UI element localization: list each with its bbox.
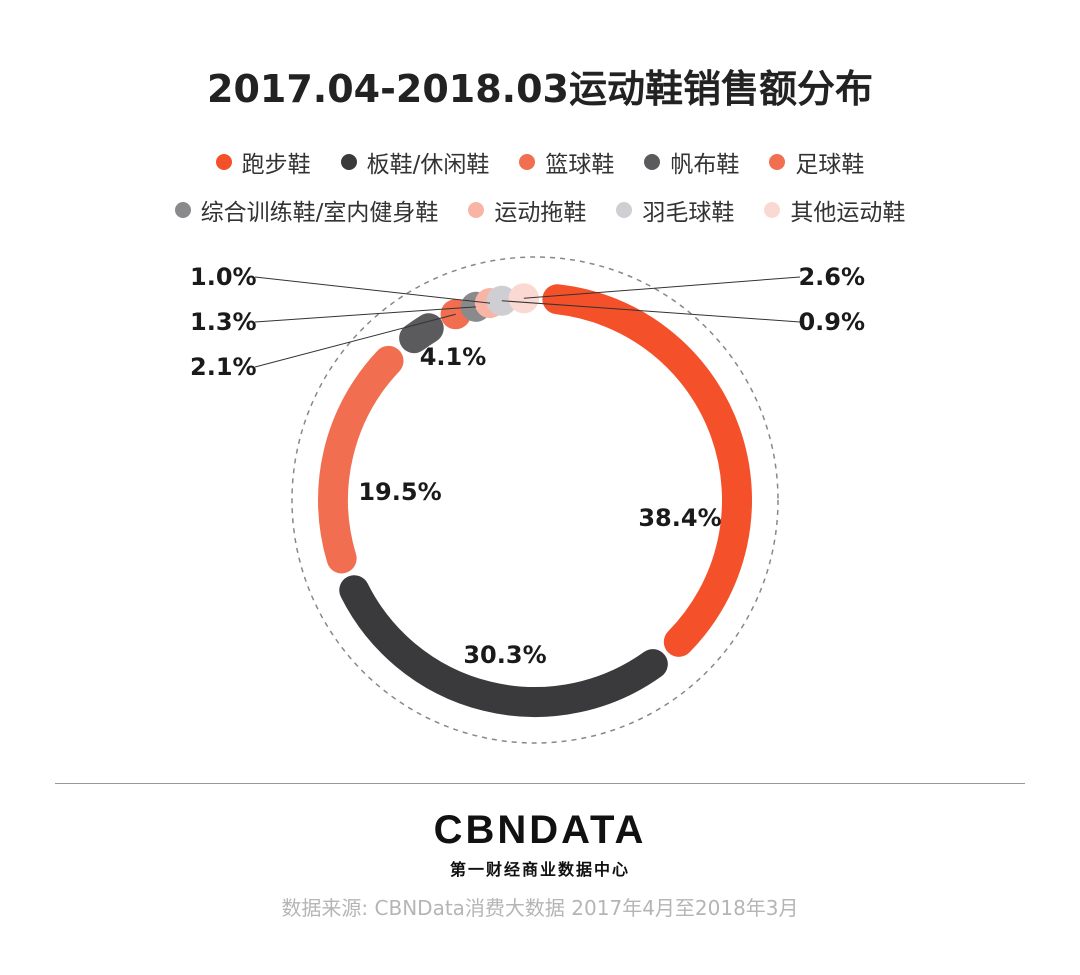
leader-line [501, 300, 801, 323]
cbndata-logo: CBNDATA [433, 808, 647, 852]
legend-marker [644, 154, 661, 170]
data-label: 19.5% [358, 478, 441, 506]
leader-line [254, 313, 456, 368]
legend-label: 其他运动鞋 [790, 200, 906, 226]
data-label: 0.9% [798, 308, 865, 336]
leader-line [523, 276, 801, 299]
legend-row-2: 综合训练鞋/室内健身鞋 运动拖鞋 羽毛球鞋 其他运动鞋 [0, 193, 1080, 227]
data-label: 38.4% [638, 504, 721, 532]
legend-item: 羽毛球鞋 [616, 193, 734, 227]
legend-label: 运动拖鞋 [494, 200, 587, 226]
legend-item: 综合训练鞋/室内健身鞋 [174, 193, 439, 227]
data-label: 2.1% [190, 353, 257, 381]
donut-segment [339, 575, 668, 717]
data-label: 30.3% [463, 641, 546, 669]
data-source: 数据来源: CBNData消费大数据 2017年4月至2018年3月 [281, 896, 799, 920]
legend-row-1: 跑步鞋 板鞋/休闲鞋 篮球鞋 帆布鞋 足球鞋 [0, 145, 1080, 179]
legend-item: 板鞋/休闲鞋 [340, 145, 490, 179]
legend-item: 帆布鞋 [644, 145, 739, 179]
donut-segment [318, 345, 404, 574]
legend-item: 运动拖鞋 [468, 193, 586, 227]
data-label: 1.3% [190, 308, 257, 336]
legend-marker [215, 154, 232, 170]
legend-marker [468, 202, 485, 218]
legend-item: 其他运动鞋 [764, 193, 905, 227]
donut-segment [542, 284, 752, 657]
legend-marker [769, 154, 786, 170]
legend-label: 篮球鞋 [545, 152, 615, 178]
donut-chart: 38.4% 30.3% 19.5% 4.1% 2.1% 1.3% 1.0% 0.9% 2.6% [190, 256, 865, 744]
legend-label: 跑步鞋 [241, 152, 311, 178]
leader-line [254, 306, 476, 323]
legend-marker [616, 202, 633, 218]
data-label: 4.1% [420, 343, 487, 371]
legend-marker [519, 154, 536, 170]
divider [55, 783, 1025, 784]
legend-label: 板鞋/休闲鞋 [366, 152, 490, 178]
legend-label: 综合训练鞋/室内健身鞋 [200, 200, 439, 226]
legend-label: 帆布鞋 [670, 152, 740, 178]
leader-line [254, 276, 491, 304]
legend-item: 足球鞋 [769, 145, 864, 179]
donut-segment [399, 313, 444, 354]
legend-label: 足球鞋 [795, 152, 865, 178]
data-label: 2.6% [798, 263, 865, 291]
legend-marker [340, 154, 357, 170]
legend-item: 跑步鞋 [215, 145, 311, 179]
logo-subtitle: 第一财经商业数据中心 [449, 860, 630, 879]
chart-title: 2017.04-2018.03运动鞋销售额分布 [207, 67, 873, 111]
dashed-guide-circle [291, 256, 779, 744]
legend-item: 篮球鞋 [519, 145, 614, 179]
data-label: 1.0% [190, 263, 257, 291]
legend-label: 羽毛球鞋 [642, 200, 735, 226]
legend-marker [764, 202, 781, 218]
legend-marker [174, 202, 191, 218]
